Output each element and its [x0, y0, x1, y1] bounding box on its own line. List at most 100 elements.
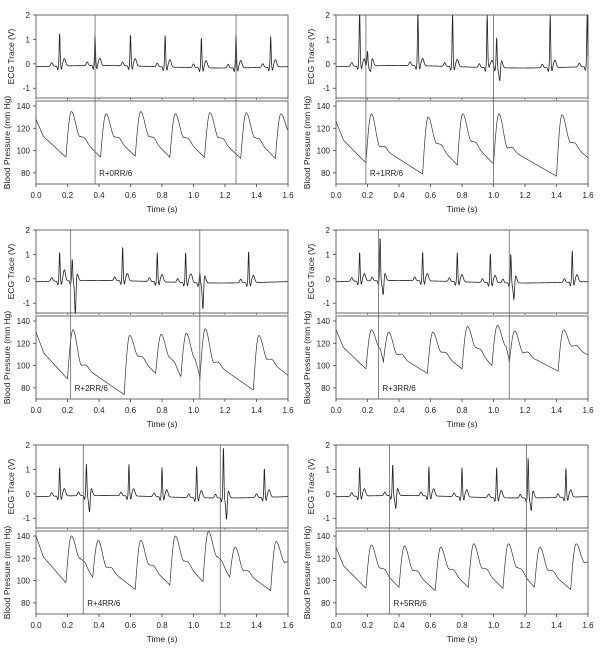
x-tick-label: 0.4 — [393, 406, 405, 415]
bp-y-tick-label: 80 — [321, 169, 330, 178]
x-tick-label: 1.2 — [519, 621, 531, 630]
x-tick-label: 1.6 — [582, 621, 594, 630]
bp-y-tick-label: 100 — [17, 577, 31, 586]
x-axis-label: Time (s) — [147, 419, 178, 429]
x-axis-label: Time (s) — [147, 634, 178, 644]
x-tick-label: 1.4 — [551, 621, 563, 630]
ecg-y-tick-label: 2 — [326, 226, 331, 235]
bp-y-tick-label: 140 — [317, 102, 331, 111]
x-tick-label: 1.0 — [188, 191, 200, 200]
panel-label: R+0RR/6 — [99, 169, 133, 178]
x-tick-label: 0.8 — [156, 191, 168, 200]
x-tick-label: 0.4 — [93, 191, 105, 200]
ecg-y-tick-label: 0 — [326, 490, 331, 499]
ecg-y-tick-label: 1 — [326, 250, 331, 259]
x-tick-label: 1.6 — [582, 406, 594, 415]
bp-y-tick-label: 140 — [317, 532, 331, 541]
x-tick-label: 1.6 — [282, 621, 294, 630]
x-axis-label: Time (s) — [147, 204, 178, 214]
panel-label: R+5RR/6 — [394, 599, 428, 608]
panel-label: R+3RR/6 — [383, 384, 417, 393]
x-tick-label: 1.4 — [251, 621, 263, 630]
ecg-axes-frame — [35, 229, 289, 314]
x-tick-label: 0.0 — [330, 191, 342, 200]
ecg-trace — [35, 247, 289, 314]
bp-y-axis-label: Blood Pressure (mm Hg) — [2, 311, 12, 405]
bp-trace — [35, 111, 289, 160]
ecg-y-tick-label: -1 — [323, 299, 331, 308]
x-axis-label: Time (s) — [447, 419, 478, 429]
bp-trace — [35, 531, 289, 592]
bp-y-axis-label: Blood Pressure (mm Hg) — [2, 526, 12, 620]
x-tick-label: 0.6 — [425, 621, 437, 630]
ecg-y-tick-label: 1 — [26, 465, 31, 474]
x-tick-label: 1.0 — [488, 621, 500, 630]
x-tick-label: 0.0 — [30, 191, 42, 200]
x-tick-label: 1.4 — [251, 191, 263, 200]
x-tick-label: 1.6 — [582, 191, 594, 200]
bp-y-axis-label: Blood Pressure (mm Hg) — [302, 526, 312, 620]
panel-label: R+1RR/6 — [370, 169, 404, 178]
ecg-y-tick-label: -1 — [23, 84, 31, 93]
x-tick-label: 1.2 — [219, 191, 231, 200]
ecg-y-tick-label: 1 — [326, 35, 331, 44]
panel-label: R+2RR/6 — [75, 384, 109, 393]
x-tick-label: 1.4 — [551, 191, 563, 200]
bp-y-tick-label: 80 — [21, 599, 30, 608]
ecg-trace — [35, 448, 289, 521]
bp-y-tick-label: 140 — [17, 317, 31, 326]
x-tick-label: 1.2 — [519, 191, 531, 200]
ecg-y-axis-label: ECG Trace (V) — [6, 243, 16, 299]
ecg-y-tick-label: -1 — [23, 514, 31, 523]
x-tick-label: 1.6 — [282, 406, 294, 415]
bp-trace — [335, 113, 589, 177]
x-tick-label: 0.8 — [156, 621, 168, 630]
bp-axes-frame — [335, 530, 589, 615]
bp-y-axis-label: Blood Pressure (mm Hg) — [302, 96, 312, 190]
ecg-y-tick-label: 2 — [26, 441, 31, 450]
bp-y-tick-label: 80 — [21, 384, 30, 393]
x-tick-label: 0.0 — [330, 406, 342, 415]
ecg-y-tick-label: 2 — [326, 441, 331, 450]
x-tick-label: 0.6 — [425, 191, 437, 200]
x-tick-label: 0.2 — [62, 621, 74, 630]
bp-y-tick-label: 100 — [317, 577, 331, 586]
ecg-trace — [335, 14, 589, 82]
x-tick-label: 0.4 — [93, 406, 105, 415]
bp-y-tick-label: 140 — [17, 532, 31, 541]
x-tick-label: 0.2 — [362, 406, 374, 415]
ecg-y-tick-label: -1 — [323, 84, 331, 93]
bp-y-tick-label: 140 — [317, 317, 331, 326]
x-tick-label: 1.0 — [188, 406, 200, 415]
bp-trace — [335, 543, 589, 592]
ecg-y-axis-label: ECG Trace (V) — [306, 458, 316, 514]
bp-y-axis-label: Blood Pressure (mm Hg) — [302, 311, 312, 405]
ecg-y-tick-label: 2 — [26, 226, 31, 235]
ecg-y-tick-label: 2 — [326, 11, 331, 20]
bp-y-tick-label: 120 — [317, 124, 331, 133]
bp-y-tick-label: 140 — [17, 102, 31, 111]
bp-trace — [335, 325, 589, 374]
x-tick-label: 0.0 — [30, 406, 42, 415]
ecg-axes-frame — [335, 229, 589, 314]
x-tick-label: 1.0 — [488, 406, 500, 415]
x-tick-label: 1.0 — [188, 621, 200, 630]
ecg-y-axis-label: ECG Trace (V) — [6, 458, 16, 514]
ecg-y-tick-label: 0 — [326, 60, 331, 69]
x-axis-label: Time (s) — [447, 204, 478, 214]
bp-y-tick-label: 80 — [21, 169, 30, 178]
x-tick-label: 0.8 — [156, 406, 168, 415]
x-tick-label: 1.4 — [251, 406, 263, 415]
bp-y-tick-label: 120 — [17, 124, 31, 133]
x-tick-label: 0.8 — [456, 191, 468, 200]
bp-y-axis-label: Blood Pressure (mm Hg) — [2, 96, 12, 190]
x-tick-label: 0.0 — [30, 621, 42, 630]
bp-trace — [35, 328, 289, 396]
